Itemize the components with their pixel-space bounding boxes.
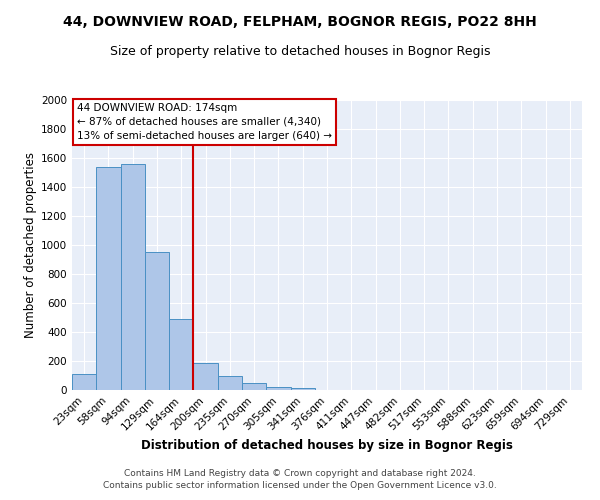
- Text: Size of property relative to detached houses in Bognor Regis: Size of property relative to detached ho…: [110, 45, 490, 58]
- Bar: [218, 376, 242, 390]
- Text: Contains HM Land Registry data © Crown copyright and database right 2024.
Contai: Contains HM Land Registry data © Crown c…: [103, 468, 497, 490]
- Bar: [72, 374, 96, 390]
- Bar: [121, 164, 145, 390]
- Bar: [290, 388, 315, 390]
- Y-axis label: Number of detached properties: Number of detached properties: [24, 152, 37, 338]
- Bar: [96, 166, 121, 390]
- Bar: [145, 252, 169, 390]
- Bar: [242, 384, 266, 390]
- Bar: [266, 387, 290, 390]
- Text: 44, DOWNVIEW ROAD, FELPHAM, BOGNOR REGIS, PO22 8HH: 44, DOWNVIEW ROAD, FELPHAM, BOGNOR REGIS…: [63, 15, 537, 29]
- Bar: [193, 363, 218, 390]
- Text: 44 DOWNVIEW ROAD: 174sqm
← 87% of detached houses are smaller (4,340)
13% of sem: 44 DOWNVIEW ROAD: 174sqm ← 87% of detach…: [77, 103, 332, 141]
- Bar: [169, 319, 193, 390]
- X-axis label: Distribution of detached houses by size in Bognor Regis: Distribution of detached houses by size …: [141, 438, 513, 452]
